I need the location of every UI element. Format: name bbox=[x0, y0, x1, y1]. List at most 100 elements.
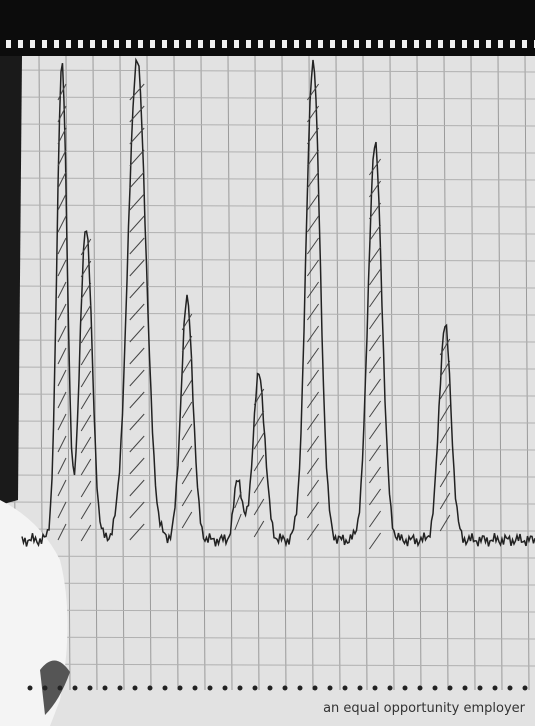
perforation bbox=[267, 685, 273, 691]
hatch-line bbox=[368, 290, 382, 308]
hatch-line bbox=[57, 369, 67, 387]
perforation bbox=[474, 40, 479, 48]
hatch-line bbox=[368, 378, 382, 396]
grid-line bbox=[0, 339, 535, 343]
perforation bbox=[237, 685, 243, 691]
hatch-line bbox=[306, 501, 320, 519]
hatch-line bbox=[368, 180, 382, 198]
perforation bbox=[477, 685, 483, 691]
hatch-line bbox=[306, 523, 320, 541]
grid-line bbox=[524, 55, 530, 691]
grid-line bbox=[497, 55, 503, 691]
grid-line bbox=[146, 55, 152, 691]
hatch-line bbox=[439, 492, 451, 510]
hatch-line bbox=[368, 356, 382, 374]
hatch-line bbox=[253, 476, 265, 494]
hatch-line bbox=[306, 105, 320, 123]
hatch-line bbox=[306, 215, 320, 233]
hatch-line bbox=[306, 413, 320, 431]
hatch-line bbox=[57, 347, 67, 365]
perforation bbox=[192, 685, 198, 691]
hatch-line bbox=[439, 338, 451, 356]
perforation bbox=[432, 685, 438, 691]
grid-line bbox=[0, 663, 535, 667]
hatch-line bbox=[439, 360, 451, 378]
hatch-line bbox=[57, 435, 67, 453]
hatch-line bbox=[368, 400, 382, 418]
grid-line bbox=[0, 582, 535, 586]
hatch-line bbox=[80, 282, 92, 300]
perforation bbox=[234, 40, 239, 48]
hatch-line bbox=[181, 511, 193, 529]
hatch-line bbox=[129, 457, 145, 475]
grid-line bbox=[0, 501, 535, 505]
perforation bbox=[402, 685, 408, 691]
hatch-line bbox=[181, 445, 193, 463]
hatch-line bbox=[306, 281, 320, 299]
perforation bbox=[438, 40, 443, 48]
hatch-line bbox=[181, 489, 193, 507]
perforation bbox=[387, 685, 393, 691]
perforation bbox=[162, 40, 167, 48]
grid-line bbox=[0, 177, 535, 181]
hatch-line bbox=[181, 401, 193, 419]
grid-line bbox=[0, 555, 535, 559]
hatch-line bbox=[306, 435, 320, 453]
perforation bbox=[522, 685, 528, 691]
hatch-line bbox=[129, 83, 145, 101]
perforation bbox=[174, 40, 179, 48]
top-band bbox=[0, 0, 535, 56]
perforation bbox=[102, 40, 107, 48]
hatch-line bbox=[129, 369, 145, 387]
perforation bbox=[90, 40, 95, 48]
perforations bbox=[6, 40, 535, 48]
hatch-line bbox=[57, 105, 67, 123]
hatch-line bbox=[306, 347, 320, 365]
hatch-line bbox=[57, 413, 67, 431]
hatch-line bbox=[57, 215, 67, 233]
hatch-line bbox=[129, 149, 145, 167]
grid-line bbox=[0, 420, 535, 424]
hatch-line bbox=[439, 470, 451, 488]
perforation bbox=[66, 40, 71, 48]
perforation bbox=[147, 685, 153, 691]
hatch-line bbox=[80, 326, 92, 344]
perforation bbox=[492, 685, 498, 691]
hatch-line bbox=[57, 127, 67, 145]
perforation bbox=[417, 685, 423, 691]
perforation bbox=[507, 685, 513, 691]
perforation bbox=[282, 40, 287, 48]
hatch-line bbox=[181, 357, 193, 375]
perforation bbox=[78, 40, 83, 48]
hatch-line bbox=[368, 202, 382, 220]
hatch-line bbox=[80, 304, 92, 322]
perforation bbox=[297, 685, 303, 691]
hatch-line bbox=[80, 238, 92, 256]
grid-line bbox=[0, 204, 535, 208]
hatch-line bbox=[80, 348, 92, 366]
perforation bbox=[294, 40, 299, 48]
hatch-line bbox=[368, 510, 382, 528]
perforation bbox=[366, 40, 371, 48]
hatch-line bbox=[129, 127, 145, 145]
hatch-line bbox=[129, 523, 145, 541]
hatch-line bbox=[129, 171, 145, 189]
perforation bbox=[372, 685, 378, 691]
hatch-line bbox=[57, 259, 67, 277]
perforation bbox=[330, 40, 335, 48]
perforation bbox=[510, 40, 515, 48]
perforation bbox=[462, 40, 467, 48]
hatch-line bbox=[129, 105, 145, 123]
perforation bbox=[102, 685, 108, 691]
hatch-line bbox=[368, 422, 382, 440]
perforation bbox=[87, 685, 93, 691]
hatch-line bbox=[181, 467, 193, 485]
hatch-line bbox=[253, 410, 265, 428]
perforation bbox=[306, 40, 311, 48]
grid-line bbox=[92, 55, 98, 691]
perforation bbox=[177, 685, 183, 691]
hatch-line bbox=[57, 501, 67, 519]
hatch-line bbox=[439, 404, 451, 422]
perforation bbox=[207, 685, 213, 691]
